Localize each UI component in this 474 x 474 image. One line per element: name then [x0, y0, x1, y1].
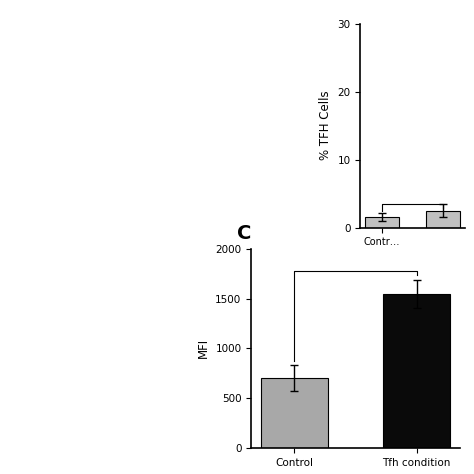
Bar	[365, 217, 399, 228]
Bar	[261, 378, 328, 448]
Y-axis label: % TFH Cells: % TFH Cells	[319, 91, 332, 160]
Text: C: C	[237, 224, 251, 243]
Bar	[383, 294, 450, 448]
Bar	[426, 210, 460, 228]
Y-axis label: MFI: MFI	[197, 338, 210, 358]
